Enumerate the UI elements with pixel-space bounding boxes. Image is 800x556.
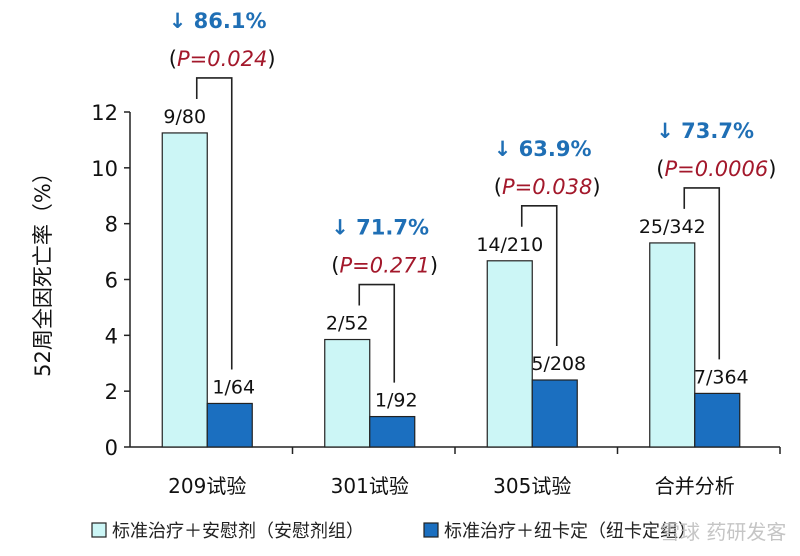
data-label: 7/364 [694, 366, 749, 388]
bar-treatment [206, 402, 253, 448]
p-value-label: (P=0.024) [169, 47, 276, 71]
y-tick-label: 4 [105, 324, 118, 348]
watermark: 雪球 药研发客 [660, 520, 786, 544]
legend-swatch [91, 522, 107, 538]
bracket [358, 283, 396, 383]
bar-placebo [486, 260, 533, 448]
data-label: 9/80 [163, 106, 206, 128]
data-label: 14/210 [476, 234, 543, 256]
y-tick-label: 0 [105, 436, 118, 460]
p-value-label: (P=0.271) [331, 254, 438, 278]
reduction-label: ↓ 63.9% [494, 137, 592, 161]
bracket [195, 77, 233, 370]
data-label: 25/342 [639, 216, 706, 238]
reduction-label: ↓ 73.7% [656, 119, 754, 143]
y-tick-label: 2 [105, 380, 118, 404]
bar-treatment [694, 392, 741, 448]
bar-treatment [531, 379, 578, 448]
reduction-label: ↓ 71.7% [331, 216, 429, 240]
x-tick-label: 209试验 [168, 474, 246, 498]
p-value-label: (P=0.0006) [656, 157, 776, 181]
x-tick-label: 合并分析 [655, 474, 735, 498]
y-tick-label: 6 [105, 269, 118, 293]
bar-placebo [324, 338, 371, 448]
data-label: 1/92 [375, 390, 418, 412]
bar-placebo [161, 132, 208, 448]
p-value-label: (P=0.038) [494, 175, 601, 199]
data-label: 5/208 [531, 353, 586, 375]
bar-treatment [369, 415, 416, 448]
p-value: P=0.024 [177, 47, 267, 71]
p-value: P=0.038 [502, 175, 592, 199]
y-tick-label: 10 [91, 157, 118, 181]
legend-label: 标准治疗＋安慰剂（安慰剂组） [112, 521, 364, 542]
data-label: 2/52 [326, 313, 369, 335]
x-tick-label: 305试验 [493, 474, 571, 498]
bracket [683, 187, 721, 360]
reduction-label: ↓ 86.1% [169, 9, 267, 33]
legend-swatch [423, 522, 439, 538]
data-label: 1/64 [212, 376, 255, 398]
y-axis-label: 52周全因死亡率（%） [31, 162, 55, 377]
legend-label: 标准治疗＋纽卡定（纽卡定组） [444, 521, 696, 542]
x-tick-label: 301试验 [331, 474, 409, 498]
bracket [520, 204, 558, 346]
p-value: P=0.271 [339, 254, 429, 278]
y-tick-label: 12 [91, 101, 118, 125]
y-tick-label: 8 [105, 213, 118, 237]
bar-placebo [649, 242, 696, 448]
p-value: P=0.0006 [664, 157, 768, 181]
